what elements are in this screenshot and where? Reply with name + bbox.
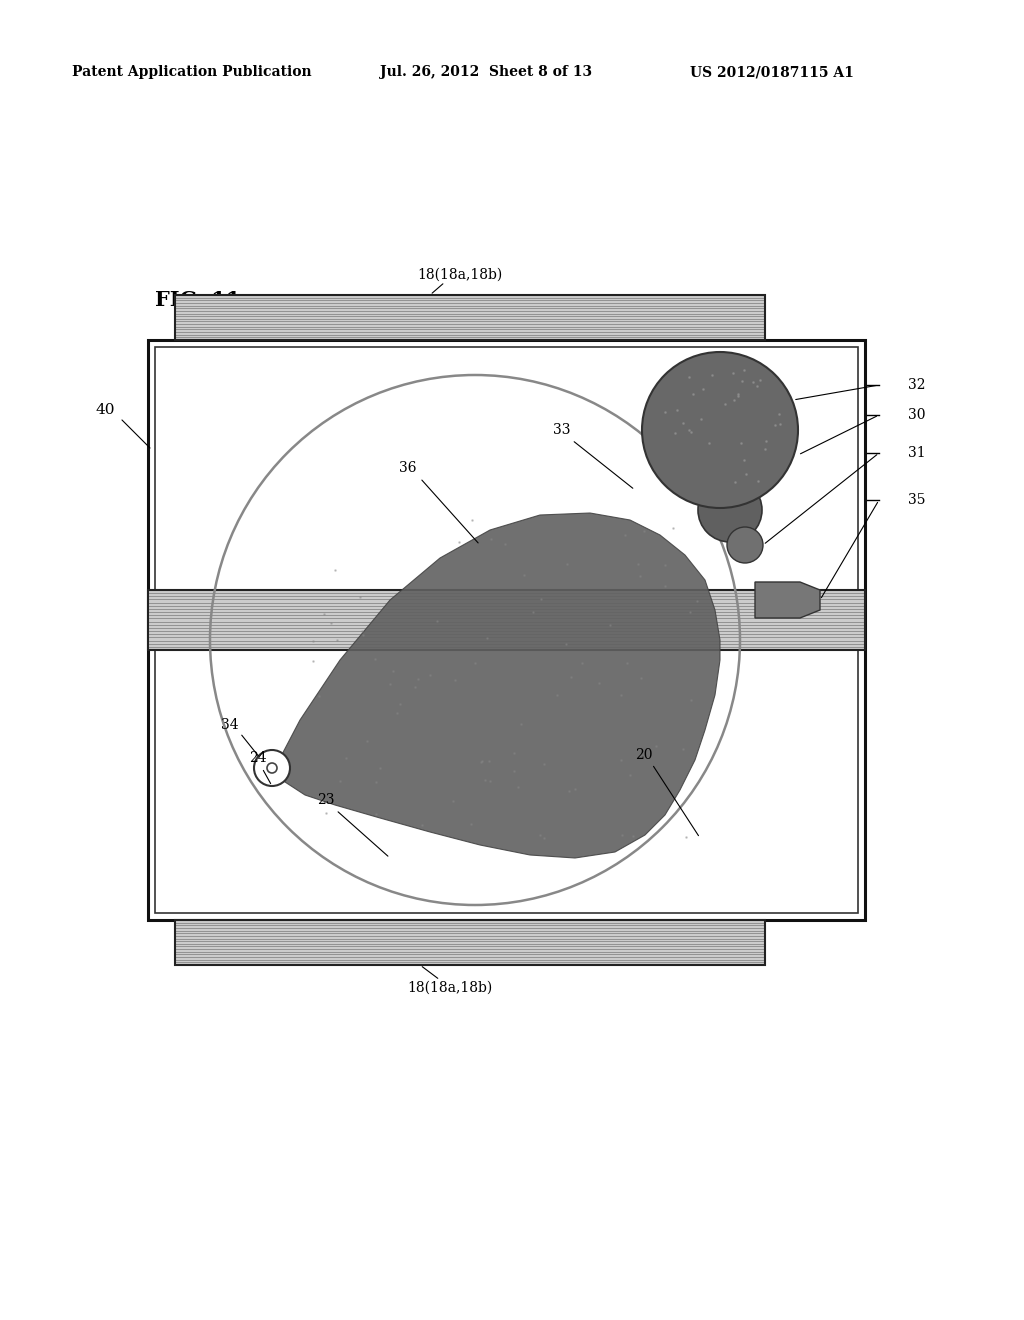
Bar [175,294,765,341]
Text: Jul. 26, 2012  Sheet 8 of 13: Jul. 26, 2012 Sheet 8 of 13 [380,65,592,79]
Bar [175,920,765,965]
Bar [175,294,765,341]
Text: 31: 31 [908,446,926,459]
Text: 18(18a,18b): 18(18a,18b) [408,981,493,995]
Text: 33: 33 [553,422,570,437]
Text: FIG. 11: FIG. 11 [155,290,241,310]
Text: 23: 23 [317,793,335,807]
Circle shape [698,478,762,543]
Text: 40: 40 [95,403,115,417]
Circle shape [267,763,278,774]
Circle shape [727,527,763,564]
Text: 20: 20 [635,748,652,762]
Circle shape [642,352,798,508]
Text: 18(18a,18b): 18(18a,18b) [418,268,503,282]
Bar [175,920,765,965]
Bar [148,590,865,649]
Text: 36: 36 [399,461,417,475]
Text: US 2012/0187115 A1: US 2012/0187115 A1 [690,65,854,79]
Bar [148,590,865,649]
Text: 34: 34 [221,718,239,733]
Text: 35: 35 [908,492,926,507]
Bar [155,347,858,913]
Text: 24: 24 [249,751,267,766]
Polygon shape [278,513,720,858]
Bar [148,341,865,920]
Text: 30: 30 [908,408,926,422]
Text: 32: 32 [908,378,926,392]
Text: Patent Application Publication: Patent Application Publication [72,65,311,79]
Circle shape [254,750,290,785]
Polygon shape [755,582,820,618]
